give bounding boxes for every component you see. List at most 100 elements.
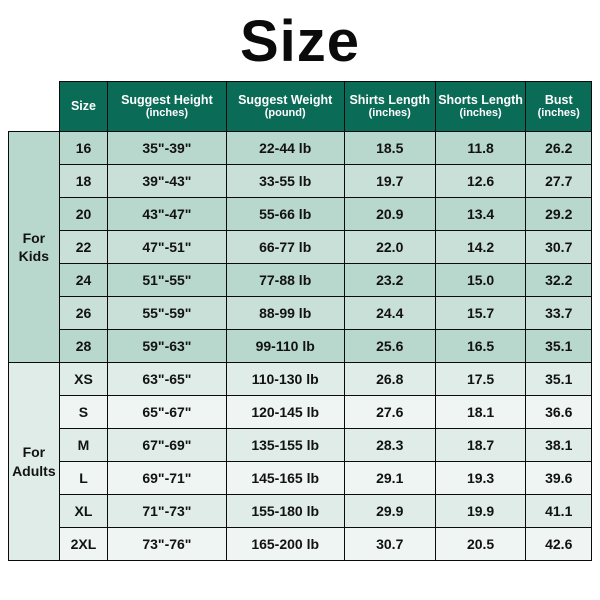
cell-shorts: 18.7 <box>435 429 526 462</box>
cell-weight: 22-44 lb <box>226 132 344 165</box>
cell-bust: 29.2 <box>526 198 592 231</box>
cell-weight: 99-110 lb <box>226 330 344 363</box>
cell-bust: 41.1 <box>526 495 592 528</box>
cell-shorts: 16.5 <box>435 330 526 363</box>
cell-weight: 77-88 lb <box>226 264 344 297</box>
table-row: XL71"-73"155-180 lb29.919.941.1 <box>9 495 592 528</box>
cell-shorts: 15.0 <box>435 264 526 297</box>
cell-weight: 55-66 lb <box>226 198 344 231</box>
table-row: S65"-67"120-145 lb27.618.136.6 <box>9 396 592 429</box>
cell-shirt: 26.8 <box>344 363 435 396</box>
cell-height: 43"-47" <box>108 198 226 231</box>
col-header-size: Size <box>59 82 108 132</box>
table-row: ForKids1635"-39"22-44 lb18.511.826.2 <box>9 132 592 165</box>
cell-weight: 135-155 lb <box>226 429 344 462</box>
cell-bust: 35.1 <box>526 363 592 396</box>
cell-shorts: 13.4 <box>435 198 526 231</box>
cell-height: 47"-51" <box>108 231 226 264</box>
cell-bust: 38.1 <box>526 429 592 462</box>
cell-size: S <box>59 396 108 429</box>
cell-bust: 39.6 <box>526 462 592 495</box>
cell-bust: 42.6 <box>526 528 592 561</box>
cell-weight: 88-99 lb <box>226 297 344 330</box>
cell-size: 18 <box>59 165 108 198</box>
table-row: 2451"-55"77-88 lb23.215.032.2 <box>9 264 592 297</box>
cell-shirt: 19.7 <box>344 165 435 198</box>
cell-height: 55"-59" <box>108 297 226 330</box>
group-label: ForKids <box>9 132 60 363</box>
cell-height: 73"-76" <box>108 528 226 561</box>
cell-shirt: 22.0 <box>344 231 435 264</box>
cell-size: 26 <box>59 297 108 330</box>
cell-weight: 145-165 lb <box>226 462 344 495</box>
cell-shirt: 24.4 <box>344 297 435 330</box>
cell-shorts: 15.7 <box>435 297 526 330</box>
cell-height: 35"-39" <box>108 132 226 165</box>
cell-weight: 110-130 lb <box>226 363 344 396</box>
size-table: SizeSuggest Height(inches)Suggest Weight… <box>8 81 592 561</box>
table-row: 2XL73"-76"165-200 lb30.720.542.6 <box>9 528 592 561</box>
cell-height: 67"-69" <box>108 429 226 462</box>
table-row: M67"-69"135-155 lb28.318.738.1 <box>9 429 592 462</box>
cell-size: XS <box>59 363 108 396</box>
cell-shorts: 17.5 <box>435 363 526 396</box>
cell-bust: 27.7 <box>526 165 592 198</box>
header-row: SizeSuggest Height(inches)Suggest Weight… <box>9 82 592 132</box>
col-header-shirt: Shirts Length(inches) <box>344 82 435 132</box>
cell-height: 69"-71" <box>108 462 226 495</box>
table-row: 2247"-51"66-77 lb22.014.230.7 <box>9 231 592 264</box>
col-header-weight: Suggest Weight(pound) <box>226 82 344 132</box>
cell-size: 16 <box>59 132 108 165</box>
cell-size: 22 <box>59 231 108 264</box>
cell-weight: 120-145 lb <box>226 396 344 429</box>
size-chart-page: Size SizeSuggest Height(inches)Suggest W… <box>0 0 600 600</box>
cell-weight: 165-200 lb <box>226 528 344 561</box>
cell-height: 39"-43" <box>108 165 226 198</box>
cell-shirt: 29.1 <box>344 462 435 495</box>
cell-shorts: 19.9 <box>435 495 526 528</box>
cell-shorts: 11.8 <box>435 132 526 165</box>
cell-size: 20 <box>59 198 108 231</box>
cell-shirt: 29.9 <box>344 495 435 528</box>
cell-bust: 36.6 <box>526 396 592 429</box>
cell-bust: 30.7 <box>526 231 592 264</box>
cell-bust: 32.2 <box>526 264 592 297</box>
table-row: L69"-71"145-165 lb29.119.339.6 <box>9 462 592 495</box>
table-body: ForKids1635"-39"22-44 lb18.511.826.21839… <box>9 132 592 561</box>
cell-shirt: 25.6 <box>344 330 435 363</box>
cell-shirt: 28.3 <box>344 429 435 462</box>
cell-weight: 155-180 lb <box>226 495 344 528</box>
cell-shirt: 20.9 <box>344 198 435 231</box>
cell-shorts: 18.1 <box>435 396 526 429</box>
col-header-group <box>9 82 60 132</box>
cell-height: 51"-55" <box>108 264 226 297</box>
cell-weight: 66-77 lb <box>226 231 344 264</box>
cell-weight: 33-55 lb <box>226 165 344 198</box>
cell-shorts: 20.5 <box>435 528 526 561</box>
cell-bust: 35.1 <box>526 330 592 363</box>
cell-height: 71"-73" <box>108 495 226 528</box>
group-label: ForAdults <box>9 363 60 561</box>
cell-size: 28 <box>59 330 108 363</box>
cell-shirt: 18.5 <box>344 132 435 165</box>
cell-bust: 26.2 <box>526 132 592 165</box>
cell-shirt: 23.2 <box>344 264 435 297</box>
cell-size: 2XL <box>59 528 108 561</box>
cell-bust: 33.7 <box>526 297 592 330</box>
cell-shirt: 30.7 <box>344 528 435 561</box>
cell-size: M <box>59 429 108 462</box>
cell-shorts: 14.2 <box>435 231 526 264</box>
cell-shorts: 19.3 <box>435 462 526 495</box>
col-header-bust: Bust(inches) <box>526 82 592 132</box>
cell-height: 63"-65" <box>108 363 226 396</box>
cell-shirt: 27.6 <box>344 396 435 429</box>
table-row: 1839"-43"33-55 lb19.712.627.7 <box>9 165 592 198</box>
cell-size: 24 <box>59 264 108 297</box>
cell-size: L <box>59 462 108 495</box>
page-title: Size <box>8 8 592 75</box>
table-row: ForAdultsXS63"-65"110-130 lb26.817.535.1 <box>9 363 592 396</box>
cell-shorts: 12.6 <box>435 165 526 198</box>
cell-height: 65"-67" <box>108 396 226 429</box>
table-row: 2655"-59"88-99 lb24.415.733.7 <box>9 297 592 330</box>
col-header-height: Suggest Height(inches) <box>108 82 226 132</box>
